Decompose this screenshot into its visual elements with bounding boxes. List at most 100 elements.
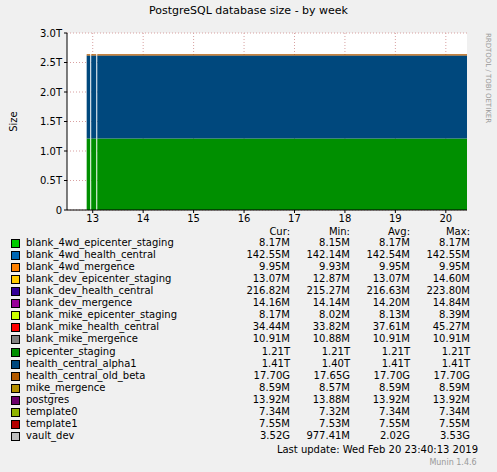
html-text:8.02M: 8.02M [319, 309, 350, 321]
html-text:template1: template1 [26, 417, 78, 429]
html-text:1.21T: 1.21T [441, 345, 470, 357]
html-text:blank_4wd_health_central: blank_4wd_health_central [26, 249, 156, 260]
html-text:17.65G: 17.65G [313, 369, 350, 381]
html-text:blank_dev_health_central: blank_dev_health_central [26, 285, 154, 297]
html-text:13.07M: 13.07M [372, 273, 410, 285]
html-text:Avg:: Avg: [388, 226, 410, 237]
html-text:epicenter_staging: epicenter_staging [26, 345, 116, 357]
html-text:33.82M: 33.82M [312, 321, 350, 333]
svg-text:3.0T: 3.0T [40, 28, 63, 39]
html-text:34.44M: 34.44M [252, 321, 290, 333]
html-text:8.17M: 8.17M [379, 237, 410, 248]
html-text:13.07M: 13.07M [252, 273, 290, 285]
html-text:223.80M: 223.80M [426, 285, 470, 297]
html-text:9.93M: 9.93M [319, 261, 350, 273]
html-text:postgres: postgres [26, 393, 70, 405]
html-text:142.54M: 142.54M [366, 249, 410, 260]
html-text:8.59M: 8.59M [259, 381, 290, 393]
html-text:template0: template0 [26, 405, 78, 417]
html-text:17.70G: 17.70G [373, 369, 410, 381]
html-text:7.34M: 7.34M [379, 405, 410, 417]
svg-text:0.5T: 0.5T [40, 175, 63, 186]
svg-text:13: 13 [86, 213, 99, 224]
html-text:17.70G: 17.70G [433, 369, 470, 381]
svg-text:1.5T: 1.5T [40, 116, 63, 127]
html-text:8.17M: 8.17M [259, 237, 290, 248]
html-text:blank_mike_health_central: blank_mike_health_central [26, 321, 160, 333]
html-text:1.21T: 1.21T [261, 345, 290, 357]
html-text:17.70G: 17.70G [253, 369, 290, 381]
html-text:14.60M: 14.60M [432, 273, 470, 285]
html-text:14.20M: 14.20M [372, 297, 410, 309]
html-text:blank_4wd_epicenter_staging: blank_4wd_epicenter_staging [26, 237, 174, 248]
html-text:13.92M: 13.92M [252, 393, 290, 405]
html-text:blank_mike_mergence: blank_mike_mergence [26, 333, 138, 345]
svg-text:16: 16 [238, 213, 251, 224]
html-text:8.15M: 8.15M [319, 237, 350, 248]
html-text:Max:: Max: [446, 226, 470, 237]
html-text:1.41T: 1.41T [261, 357, 290, 369]
html-text:215.27M: 215.27M [306, 285, 350, 297]
html-text:8.59M: 8.59M [379, 381, 410, 393]
html-text:8.13M: 8.13M [379, 309, 410, 321]
html-text:9.95M: 9.95M [439, 261, 470, 273]
html-text:7.55M: 7.55M [379, 417, 410, 429]
html-text:10.91M: 10.91M [432, 333, 470, 345]
html-text:8.39M: 8.39M [439, 309, 470, 321]
svg-text:1.0T: 1.0T [40, 146, 63, 157]
html-text:9.95M: 9.95M [259, 261, 290, 273]
html-text:1.40T: 1.40T [321, 357, 350, 369]
svg-text:15: 15 [187, 213, 200, 224]
html-text:9.95M: 9.95M [379, 261, 410, 273]
html-text:blank_dev_mergence: blank_dev_mergence [26, 297, 133, 309]
html-text:7.34M: 7.34M [259, 405, 290, 417]
html-text:10.91M: 10.91M [372, 333, 410, 345]
html-text:7.34M: 7.34M [439, 405, 470, 417]
html-text:14.16M: 14.16M [252, 297, 290, 309]
html-text:1.21T: 1.21T [321, 345, 350, 357]
html-text:7.53M: 7.53M [319, 417, 350, 429]
svg-text:2.0T: 2.0T [40, 87, 63, 98]
html-text:8.17M: 8.17M [439, 237, 470, 248]
html-text:Min:: Min: [328, 226, 350, 237]
svg-text:18: 18 [339, 213, 352, 224]
html-text:PostgreSQL database size - by: PostgreSQL database size - by week [149, 4, 348, 17]
html-text:142.14M: 142.14M [306, 249, 350, 260]
html-text:mike_mergence: mike_mergence [26, 381, 106, 393]
svg-text:2.5T: 2.5T [40, 57, 63, 68]
html-text:7.55M: 7.55M [259, 417, 290, 429]
html-text:13.88M: 13.88M [312, 393, 350, 405]
svg-text:0: 0 [56, 205, 62, 216]
html-text:14.14M: 14.14M [312, 297, 350, 309]
html-text:8.57M: 8.57M [319, 381, 350, 393]
svg-text:Size: Size [8, 111, 19, 132]
html-text:blank_4wd_mergence: blank_4wd_mergence [26, 261, 135, 273]
html-text:7.32M: 7.32M [319, 405, 350, 417]
html-text:1.41T: 1.41T [381, 357, 410, 369]
html-text:13.92M: 13.92M [372, 393, 410, 405]
html-text:142.55M: 142.55M [246, 249, 290, 260]
html-text:10.88M: 10.88M [312, 333, 350, 345]
html-text:8.59M: 8.59M [439, 381, 470, 393]
svg-text:19: 19 [389, 213, 402, 224]
html-text:Cur:: Cur: [269, 226, 290, 237]
html-text:7.55M: 7.55M [439, 417, 470, 429]
html-text:blank_dev_epicenter_staging: blank_dev_epicenter_staging [26, 273, 172, 285]
html-text:13.92M: 13.92M [432, 393, 470, 405]
html-text:health_central_old_beta: health_central_old_beta [26, 369, 146, 381]
svg-text:17: 17 [288, 213, 301, 224]
html-text:1.41T: 1.41T [441, 357, 470, 369]
html-text:45.27M: 45.27M [432, 321, 470, 333]
html-text:1.21T: 1.21T [381, 345, 410, 357]
html-text:12.87M: 12.87M [312, 273, 350, 285]
html-text:health_central_alpha1: health_central_alpha1 [26, 357, 137, 369]
html-text:216.82M: 216.82M [246, 285, 290, 297]
html-text:37.61M: 37.61M [372, 321, 410, 333]
html-text:8.17M: 8.17M [259, 309, 290, 321]
svg-text:14: 14 [137, 213, 150, 224]
html-text:10.91M: 10.91M [252, 333, 290, 345]
svg-text:20: 20 [439, 213, 452, 224]
html-text:14.84M: 14.84M [432, 297, 470, 309]
html-text:216.63M: 216.63M [366, 285, 410, 297]
html-text:blank_mike_epicenter_staging: blank_mike_epicenter_staging [26, 309, 177, 321]
